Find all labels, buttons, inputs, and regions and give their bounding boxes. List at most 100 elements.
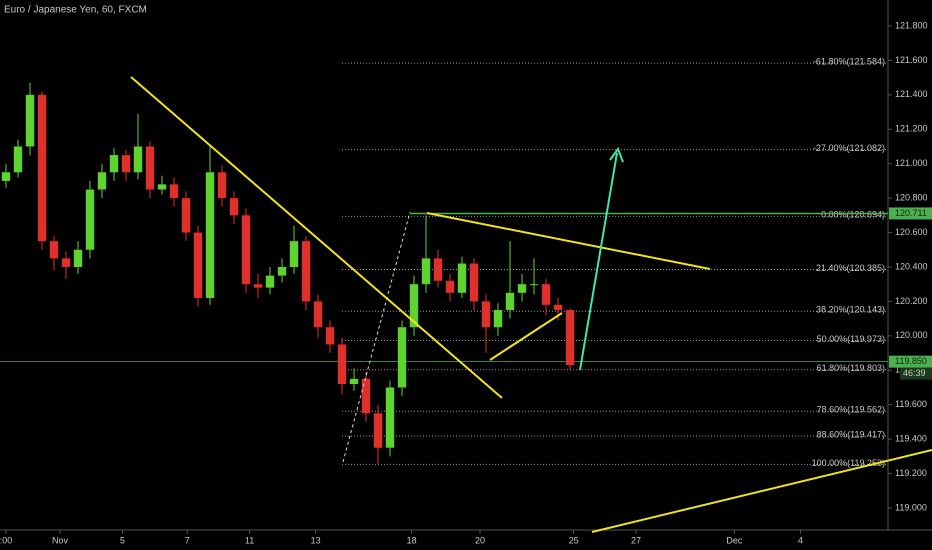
candle-body bbox=[253, 284, 263, 288]
x-tick-label: Nov bbox=[52, 535, 69, 545]
candle-body bbox=[181, 198, 191, 233]
candle-body bbox=[301, 241, 311, 302]
candle-body bbox=[49, 241, 59, 259]
candle-body bbox=[1, 172, 11, 181]
countdown-box bbox=[900, 367, 932, 380]
y-tick-label: 121.400 bbox=[895, 89, 928, 99]
candle-body bbox=[541, 284, 551, 305]
x-tick-label: 13 bbox=[311, 535, 321, 545]
fib-label: -61.80%(121.584) bbox=[813, 57, 885, 67]
x-tick-label: 27 bbox=[631, 535, 641, 545]
fib-label: 21.40%(120.385) bbox=[816, 263, 885, 273]
candle-body bbox=[217, 172, 227, 199]
candle-body bbox=[313, 301, 323, 328]
y-tick-label: 121.800 bbox=[895, 20, 928, 30]
y-tick-label: 119.400 bbox=[895, 433, 927, 443]
candle-body bbox=[385, 387, 395, 448]
price-tag bbox=[889, 355, 932, 368]
plot-area bbox=[130, 76, 932, 533]
fib-label: 88.60%(119.417) bbox=[817, 430, 885, 440]
x-tick-label: 11 bbox=[245, 535, 254, 545]
x-tick-label: 18 bbox=[407, 535, 417, 545]
fib-label: 38.20%(120.143) bbox=[816, 305, 885, 315]
chart-title: Euro / Japanese Yen, 60, FXCM bbox=[4, 5, 147, 16]
candle-body bbox=[421, 258, 431, 285]
candle-body bbox=[529, 284, 539, 286]
trendline bbox=[130, 76, 503, 399]
candle-body bbox=[349, 378, 359, 385]
x-tick-label: 25 bbox=[569, 535, 579, 545]
candle-body bbox=[109, 155, 119, 173]
candle-body bbox=[445, 280, 455, 293]
trendline bbox=[489, 312, 563, 361]
candle-body bbox=[565, 310, 575, 366]
candle-body bbox=[337, 344, 347, 385]
candle-body bbox=[517, 284, 527, 293]
x-tick-label: 4 bbox=[798, 535, 803, 545]
y-tick-label: 120.400 bbox=[895, 261, 928, 271]
x-tick-label: Dec bbox=[726, 535, 743, 545]
candle-body bbox=[61, 258, 71, 267]
x-tick-label: :00 bbox=[0, 535, 12, 545]
y-tick-label: 119.200 bbox=[895, 468, 927, 478]
candle-body bbox=[277, 266, 287, 276]
candle-body bbox=[469, 263, 479, 302]
candle-body bbox=[553, 304, 563, 311]
candle-body bbox=[133, 146, 143, 173]
y-tick-label: 121.200 bbox=[895, 124, 928, 134]
candle-body bbox=[205, 172, 215, 298]
candle-body bbox=[121, 155, 131, 173]
price-tag-label: 119.850 bbox=[895, 356, 927, 366]
y-tick-label: 120.000 bbox=[895, 330, 928, 340]
y-tick-label: 120.800 bbox=[895, 193, 928, 203]
arrow bbox=[579, 152, 618, 371]
fib-label: 50.00%(119.973) bbox=[817, 334, 885, 344]
candle-body bbox=[25, 94, 35, 147]
price-tag-label: 120.711 bbox=[895, 208, 927, 218]
dashed-trendline bbox=[342, 211, 411, 463]
trendline bbox=[591, 449, 932, 533]
candle-body bbox=[229, 198, 239, 216]
countdown: 46:39 bbox=[903, 368, 926, 378]
candle-body bbox=[241, 215, 251, 285]
y-tick-label: 119.600 bbox=[895, 399, 927, 409]
candle-body bbox=[409, 284, 419, 328]
arrow-head bbox=[609, 146, 624, 163]
candle-body bbox=[289, 241, 299, 267]
fib-label: -27.00%(121.082) bbox=[813, 143, 885, 153]
candle-body bbox=[505, 292, 515, 311]
candle-body bbox=[481, 301, 491, 328]
fib-label: 0.00%(120.694) bbox=[821, 210, 885, 220]
candle-body bbox=[325, 327, 335, 345]
candle-body bbox=[493, 310, 503, 328]
candle-body bbox=[169, 184, 179, 199]
candle-body bbox=[433, 258, 443, 281]
y-tick-label: 121.600 bbox=[895, 55, 928, 65]
price-tag bbox=[889, 207, 932, 220]
candle-body bbox=[373, 413, 383, 448]
candle-body bbox=[73, 249, 83, 267]
fib-label: 61.80%(119.803) bbox=[817, 363, 885, 373]
candle-body bbox=[97, 172, 107, 190]
x-tick-label: 20 bbox=[475, 535, 485, 545]
candle-body bbox=[457, 263, 467, 293]
candle-body bbox=[193, 232, 203, 298]
candle-body bbox=[85, 189, 95, 250]
trendline bbox=[426, 212, 711, 270]
candle-body bbox=[145, 146, 155, 190]
y-tick-label: 120.600 bbox=[895, 227, 928, 237]
candle-body bbox=[37, 94, 47, 242]
candle-body bbox=[157, 184, 167, 190]
candle-body bbox=[397, 327, 407, 388]
y-tick-label: 121.000 bbox=[895, 158, 928, 168]
candle-body bbox=[361, 378, 371, 414]
candle-body bbox=[265, 275, 275, 288]
y-tick-label: 120.200 bbox=[895, 296, 928, 306]
x-tick-label: 5 bbox=[120, 535, 125, 545]
fib-label: 100.00%(119.253) bbox=[812, 458, 885, 468]
candle-body bbox=[13, 146, 23, 173]
x-tick-label: 7 bbox=[185, 535, 190, 545]
fib-label: 78.60%(119.562) bbox=[817, 405, 885, 415]
y-tick-label: 119.000 bbox=[895, 502, 927, 512]
